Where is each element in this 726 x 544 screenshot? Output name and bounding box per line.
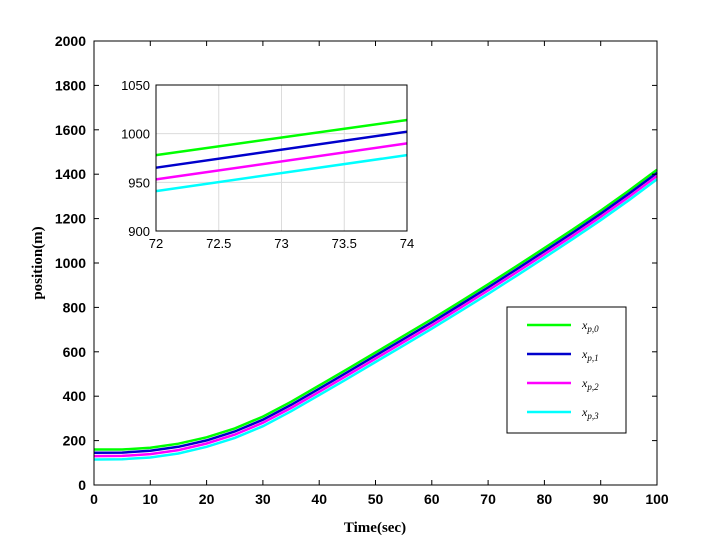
inset-y-tick-label: 950 <box>128 175 150 190</box>
inset-y-axis-ticks: 900 950 1000 1050 <box>121 78 150 239</box>
x-tick-label: 50 <box>368 491 384 507</box>
main-series-group <box>93 168 658 461</box>
inset-x-tick-label: 74 <box>400 236 414 251</box>
x-tick-label: 10 <box>143 491 159 507</box>
y-tick-label: 1600 <box>55 122 86 138</box>
inset-series-line-1 <box>155 130 408 169</box>
series-line-2 <box>93 174 658 458</box>
inset-series-line-0 <box>155 118 408 157</box>
legend: xp,0 xp,1 xp,2 xp,3 <box>506 306 627 434</box>
inset-y-tick-label: 1050 <box>121 78 150 93</box>
x-tick-label: 80 <box>537 491 553 507</box>
series-line-0 <box>94 168 658 451</box>
x-tick-label: 100 <box>645 491 669 507</box>
x-tick-label: 90 <box>593 491 609 507</box>
y-tick-label: 2000 <box>55 33 86 49</box>
inset-y-tick-label: 900 <box>128 224 150 239</box>
inset-x-axis-ticks: 72 72.5 73 73.5 74 <box>149 236 414 251</box>
y-tick-label: 1200 <box>55 211 86 227</box>
x-tick-label: 0 <box>90 491 98 507</box>
y-axis-label: position(m) <box>30 226 46 299</box>
x-tick-label: 40 <box>311 491 327 507</box>
series-line-3 <box>93 178 658 461</box>
main-y-axis-ticks: 0 200 400 600 800 1000 1200 1400 1600 1800 2000 <box>55 33 657 493</box>
y-tick-label: 400 <box>63 388 87 404</box>
legend-entries: xp,0 xp,1 xp,2 xp,3 <box>527 318 599 421</box>
y-tick-label: 600 <box>63 344 87 360</box>
y-tick-label: 800 <box>63 299 87 315</box>
inset-x-tick-label: 72 <box>149 236 163 251</box>
inset-x-tick-label: 72.5 <box>206 236 231 251</box>
main-x-axis-ticks: 0 10 20 30 40 50 60 70 80 90 100 <box>90 41 669 507</box>
inset-series-line-3 <box>155 153 408 193</box>
legend-label-0: xp,0 <box>581 318 599 334</box>
x-tick-label: 60 <box>424 491 440 507</box>
x-axis-label: Time(sec) <box>344 520 406 536</box>
y-tick-label: 200 <box>63 433 87 449</box>
series-line-1 <box>93 171 658 455</box>
y-tick-label: 1400 <box>55 166 86 182</box>
legend-label-3: xp,3 <box>581 405 599 421</box>
inset-plot: 72 72.5 73 73.5 74 900 950 1000 1050 <box>121 78 414 251</box>
inset-series-group <box>155 118 408 193</box>
x-tick-label: 30 <box>255 491 271 507</box>
x-tick-label: 70 <box>480 491 496 507</box>
y-tick-label: 1000 <box>55 255 86 271</box>
y-tick-label: 0 <box>78 477 86 493</box>
legend-label-1: xp,1 <box>581 347 599 363</box>
inset-x-tick-label: 73.5 <box>332 236 357 251</box>
inset-series-line-2 <box>155 142 408 181</box>
inset-plot-frame <box>155 84 408 232</box>
inset-y-tick-label: 1000 <box>121 127 150 142</box>
legend-label-2: xp,2 <box>581 376 599 392</box>
inset-x-tick-label: 73 <box>274 236 288 251</box>
x-tick-label: 20 <box>199 491 215 507</box>
y-tick-label: 1800 <box>55 77 86 93</box>
